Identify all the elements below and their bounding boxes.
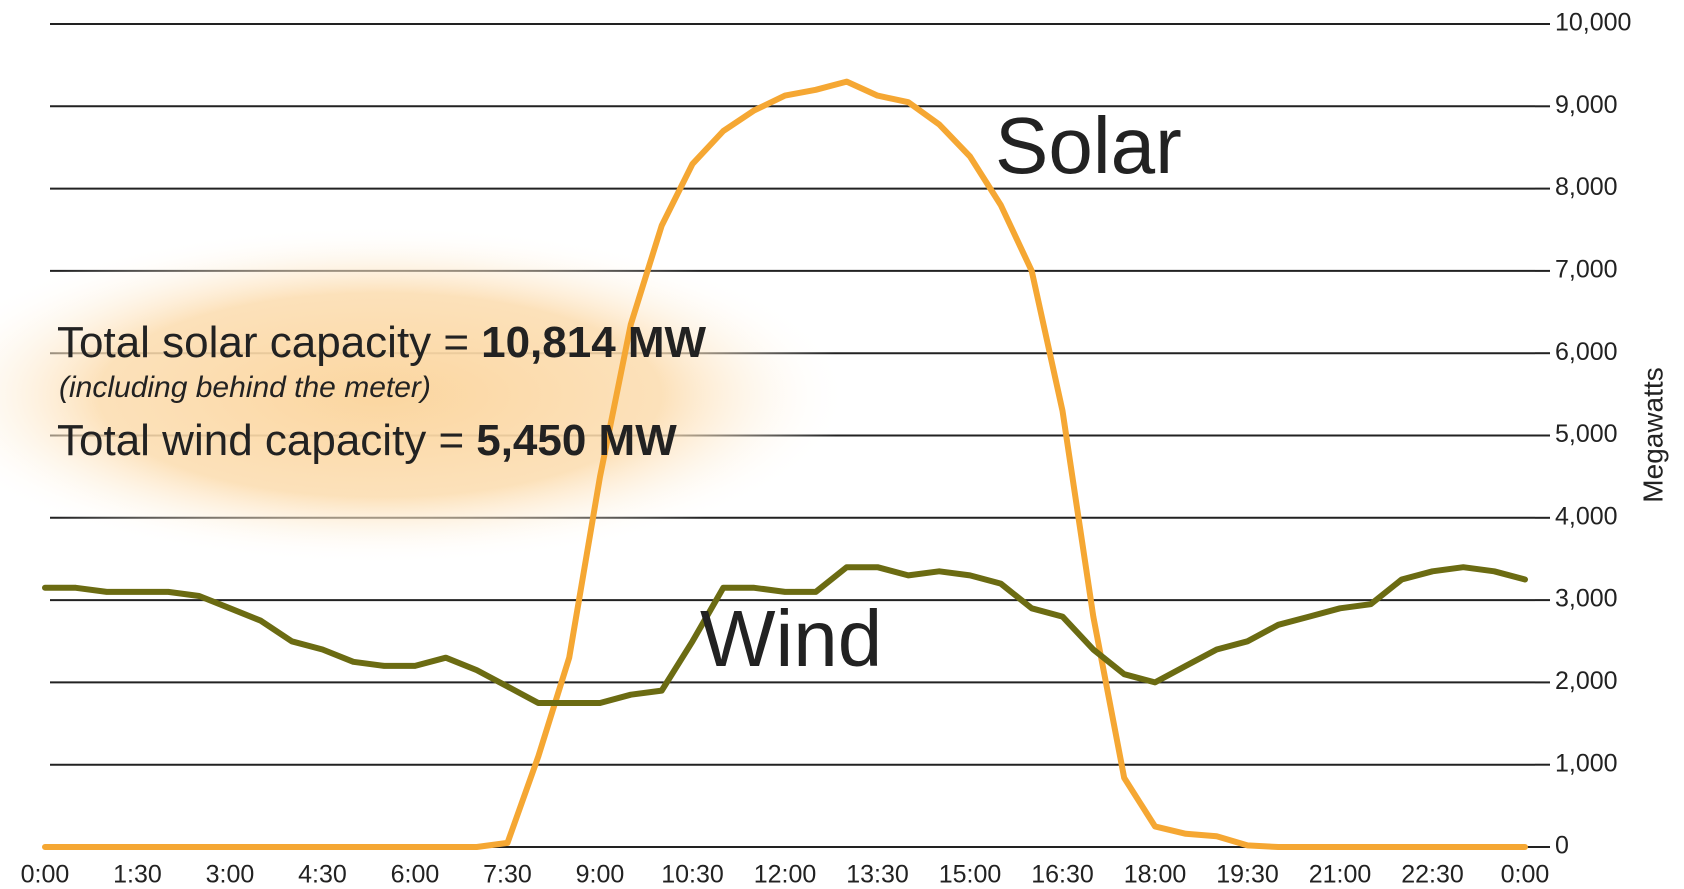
- wind-capacity-value: 5,450 MW: [476, 416, 677, 465]
- solar-capacity-text: Total solar capacity =: [57, 318, 469, 367]
- y-axis-label: Megawatts: [1637, 367, 1668, 502]
- x-tick-label: 10:30: [661, 861, 724, 889]
- x-tick-label: 22:30: [1401, 861, 1464, 889]
- x-tick-label: 19:30: [1216, 861, 1279, 889]
- y-tick-label: 7,000: [1555, 256, 1618, 284]
- x-tick-label: 4:30: [298, 861, 347, 889]
- x-tick-label: 16:30: [1031, 861, 1094, 889]
- wind-label: Wind: [700, 594, 882, 683]
- x-tick-label: 21:00: [1309, 861, 1372, 889]
- x-tick-label: 15:00: [939, 861, 1002, 889]
- solar-capacity-note: (including behind the meter): [59, 371, 431, 404]
- x-tick-label: 0:00: [1501, 861, 1550, 889]
- x-tick-label: 6:00: [391, 861, 440, 889]
- wind-capacity: Total wind capacity = 5,450 MW: [57, 416, 677, 465]
- solar-capacity-value: 10,814 MW: [481, 318, 706, 367]
- x-tick-label: 7:30: [483, 861, 532, 889]
- solar-capacity: Total solar capacity = 10,814 MW: [57, 318, 707, 367]
- y-tick-label: 9,000: [1555, 91, 1618, 119]
- x-tick-label: 0:00: [21, 861, 70, 889]
- wind-capacity-text: Total wind capacity =: [57, 416, 464, 465]
- x-tick-label: 13:30: [846, 861, 909, 889]
- y-tick-label: 3,000: [1555, 585, 1618, 613]
- y-tick-label: 2,000: [1555, 667, 1618, 695]
- x-tick-label: 12:00: [754, 861, 817, 889]
- y-tick-label: 5,000: [1555, 420, 1618, 448]
- y-tick-label: 4,000: [1555, 502, 1618, 530]
- x-tick-label: 9:00: [576, 861, 625, 889]
- lines-layer: [42, 78, 1528, 850]
- x-tick-label: 3:00: [206, 861, 255, 889]
- y-tick-label: 10,000: [1555, 9, 1631, 37]
- x-tick-label: 1:30: [113, 861, 162, 889]
- y-tick-label: 6,000: [1555, 338, 1618, 366]
- series-line: [42, 564, 1528, 706]
- x-tick-label: 18:00: [1124, 861, 1187, 889]
- y-tick-label: 8,000: [1555, 173, 1618, 201]
- solar-label: Solar: [995, 101, 1182, 190]
- y-tick-label: 1,000: [1555, 749, 1618, 777]
- y-tick-label: 0: [1555, 832, 1569, 860]
- series-line: [42, 78, 1528, 850]
